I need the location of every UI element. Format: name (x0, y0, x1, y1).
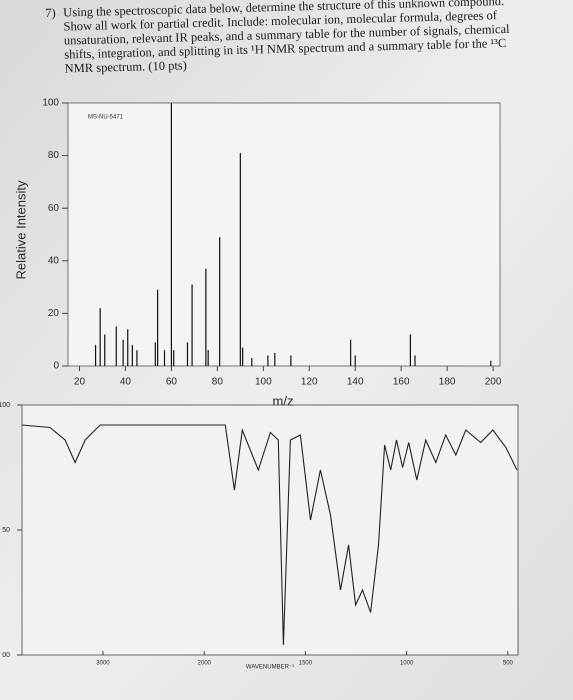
x-tick-label: 140 (347, 377, 364, 388)
x-tick-label: 160 (393, 377, 410, 388)
peak (173, 350, 175, 366)
peak (354, 355, 356, 366)
x-tick-label: 500 (503, 661, 514, 667)
x-tick-label: 200 (485, 377, 502, 388)
peak (219, 237, 221, 366)
ir-trace (21, 424, 518, 646)
y-tick-label: 50 (2, 527, 10, 534)
x-tick-label: 100 (255, 377, 272, 388)
peak (251, 358, 253, 366)
x-tick-label: 20 (74, 377, 86, 388)
peak (239, 152, 241, 366)
peak (242, 347, 244, 366)
peak (131, 344, 133, 366)
question-line: NMR spectrum. (10 pts) (64, 58, 187, 75)
y-axis-label: Relative Intensity (13, 180, 28, 279)
annotation: MS-NU-5471 (88, 115, 124, 121)
x-axis-label: m/z (273, 393, 294, 408)
x-tick-label: 40 (120, 377, 132, 388)
peak (127, 329, 129, 366)
y-tick-label: 40 (48, 255, 60, 266)
x-tick-label: 2000 (198, 661, 212, 667)
peak (94, 344, 97, 366)
peak (490, 360, 492, 366)
peak (205, 268, 207, 366)
peak (154, 342, 156, 366)
y-tick-label: 60 (48, 203, 60, 214)
x-tick-label: 180 (439, 377, 456, 388)
peak (290, 355, 292, 366)
x-tick-label: 80 (212, 377, 224, 388)
peak (122, 339, 124, 366)
x-tick-label: 3000 (96, 661, 110, 667)
x-tick-label: 120 (301, 377, 318, 388)
peak (104, 334, 106, 366)
peak (136, 350, 138, 366)
peak (350, 339, 352, 366)
y-tick-label: 0 (53, 361, 59, 372)
peak (163, 350, 166, 366)
y-tick-label: 80 (48, 150, 60, 161)
x-axis-label: WAVENUMBER⁻¹ (246, 665, 294, 671)
y-tick-label: 00 (2, 652, 10, 659)
peak (115, 326, 117, 366)
question-number: 7) (45, 6, 56, 20)
peak (191, 284, 193, 366)
peak (170, 103, 173, 366)
ir-plot-area (21, 404, 519, 656)
peak (409, 334, 411, 366)
peak (186, 342, 189, 366)
peak (267, 355, 269, 366)
peak (99, 308, 101, 366)
y-tick-label: 20 (48, 308, 60, 319)
peak (157, 289, 159, 366)
y-tick-label: 100 (0, 402, 10, 409)
ms-plot-area (67, 102, 501, 367)
x-tick-label: 1500 (299, 661, 313, 667)
peak (414, 355, 416, 366)
y-tick-label: 100 (42, 98, 59, 109)
x-tick-label: 60 (166, 377, 178, 388)
peak (274, 352, 276, 366)
peak (207, 350, 209, 366)
x-tick-label: 1000 (400, 661, 414, 667)
